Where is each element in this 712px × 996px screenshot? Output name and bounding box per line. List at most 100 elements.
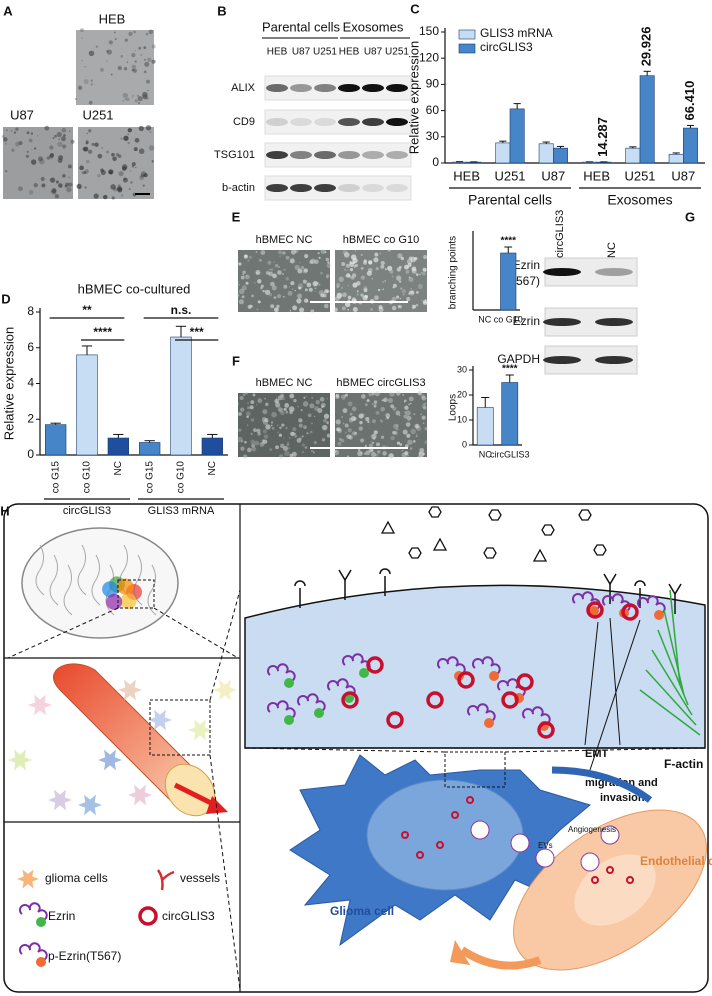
ligand — [380, 520, 396, 534]
texture — [11, 130, 13, 132]
texture — [40, 176, 45, 182]
x-tick-label: HEB — [583, 168, 610, 183]
texture — [345, 393, 349, 397]
texture — [84, 169, 89, 174]
texture — [108, 171, 110, 173]
texture — [407, 439, 413, 445]
texture — [247, 424, 249, 426]
texture — [320, 293, 325, 298]
texture — [323, 413, 330, 419]
bar — [170, 336, 192, 456]
texture — [28, 138, 33, 143]
texture — [292, 305, 298, 311]
receptor — [634, 580, 646, 587]
texture — [270, 424, 273, 427]
ezrin-head — [489, 671, 499, 681]
x-tick-label: NC — [207, 461, 218, 475]
y-tick-label: 30 — [426, 129, 440, 143]
texture — [289, 410, 293, 415]
texture — [348, 418, 354, 423]
panel-letter: F — [232, 353, 240, 368]
glioma-cell — [128, 784, 152, 806]
ligand — [593, 544, 607, 556]
y-tick-label: 30 — [457, 364, 467, 374]
texture — [49, 145, 54, 150]
bar — [452, 161, 467, 164]
texture — [240, 407, 245, 412]
texture — [294, 434, 298, 438]
band — [314, 184, 336, 192]
texture — [362, 295, 368, 301]
texture — [285, 255, 290, 260]
texture — [312, 281, 318, 287]
texture — [74, 97, 78, 101]
texture — [28, 190, 34, 195]
texture — [342, 292, 347, 298]
ezrin-head — [314, 708, 324, 718]
texture — [414, 423, 420, 429]
texture — [87, 149, 93, 154]
texture — [336, 285, 339, 289]
texture — [313, 441, 317, 445]
texture — [151, 59, 156, 64]
circglis3 — [426, 691, 444, 709]
texture — [283, 268, 286, 271]
texture — [314, 287, 317, 290]
texture — [106, 60, 108, 62]
glioma-cell — [118, 679, 142, 701]
texture — [321, 405, 324, 408]
texture — [143, 58, 146, 61]
texture — [147, 57, 152, 62]
texture — [117, 65, 123, 71]
texture — [382, 398, 387, 402]
y-tick-label: 4 — [27, 376, 34, 390]
texture — [338, 437, 342, 441]
texture — [290, 281, 295, 286]
texture — [346, 455, 350, 458]
texture — [353, 264, 357, 268]
texture — [348, 417, 352, 420]
texture — [145, 32, 149, 36]
texture — [322, 424, 328, 431]
texture — [54, 134, 57, 138]
bar — [683, 127, 698, 164]
texture — [151, 44, 156, 49]
glioma-cell — [78, 794, 102, 816]
rule — [209, 754, 241, 991]
texture — [305, 395, 307, 397]
ligand — [483, 547, 497, 559]
texture — [360, 438, 365, 443]
texture — [245, 274, 247, 277]
ezrin-head — [36, 957, 46, 967]
texture — [306, 300, 309, 302]
y-tick-label: 20 — [457, 389, 467, 399]
texture — [361, 394, 366, 399]
label: Endothelial cell — [640, 854, 712, 868]
texture — [58, 138, 60, 141]
texture — [251, 294, 254, 298]
rule — [663, 609, 685, 696]
ev — [580, 852, 600, 872]
glioma-cluster — [117, 578, 134, 595]
texture — [372, 437, 376, 440]
texture — [120, 54, 124, 58]
texture — [277, 424, 279, 426]
glioma-cell — [148, 709, 172, 731]
ezrin — [267, 700, 296, 720]
receptor — [603, 573, 617, 586]
texture — [375, 267, 379, 271]
texture — [108, 40, 113, 45]
texture — [131, 52, 136, 58]
texture — [130, 181, 133, 184]
glioma-cluster — [120, 593, 137, 610]
texture — [371, 419, 376, 424]
texture — [373, 404, 377, 408]
texture — [125, 98, 127, 100]
x-tick-label: co G10 — [494, 314, 523, 324]
texture — [405, 422, 411, 427]
texture — [323, 418, 327, 423]
texture — [356, 293, 359, 296]
bar — [76, 354, 98, 456]
texture — [270, 421, 274, 424]
texture — [111, 153, 115, 157]
